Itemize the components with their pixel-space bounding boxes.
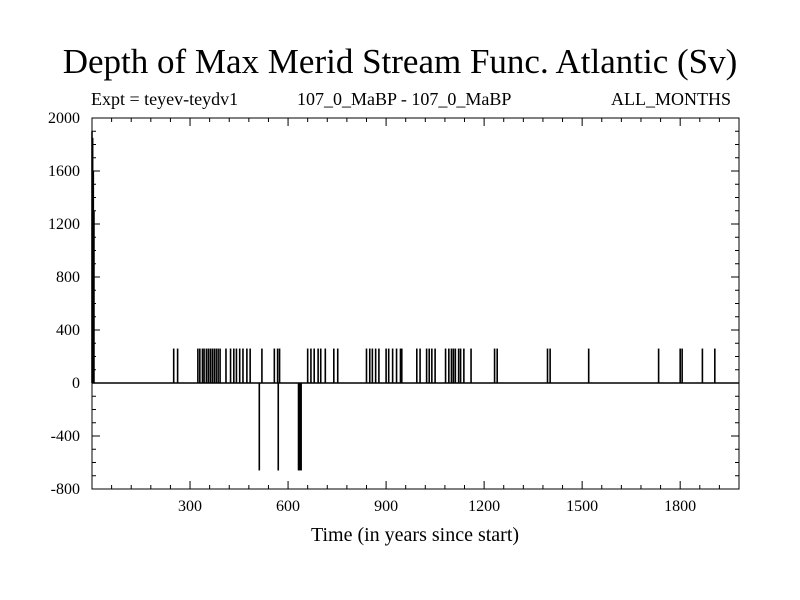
x-tick-label: 1800 [664,498,696,515]
y-tick-label: 0 [72,375,80,392]
x-tick-label: 600 [276,498,300,515]
period-label: 107_0_MaBP - 107_0_MaBP [297,89,512,109]
experiment-label: Expt = teyev-teydv1 [91,89,239,109]
x-tick-label: 300 [178,498,202,515]
axis-ticks [92,117,739,490]
x-tick-label: 900 [374,498,398,515]
y-tick-label: 400 [56,322,80,339]
x-axis-label: Time (in years since start) [311,524,519,546]
y-tick-label: 2000 [48,110,80,127]
y-tick-label: -400 [51,428,80,445]
y-tick-label: 800 [56,269,80,286]
x-tick-labels: 300 600 900 1200 1500 1800 [178,498,696,515]
y-tick-label: 1200 [48,216,80,233]
months-label: ALL_MONTHS [611,89,731,109]
y-tick-labels: -800 -400 0 400 800 1200 1600 2000 [48,110,80,498]
x-tick-label: 1500 [566,498,598,515]
y-tick-label: 1600 [48,163,80,180]
y-tick-label: -800 [51,481,80,498]
x-tick-label: 1200 [468,498,500,515]
chart-title: Depth of Max Merid Stream Func. Atlantic… [62,42,738,81]
plot-frame [91,117,740,490]
data-series [91,131,716,471]
